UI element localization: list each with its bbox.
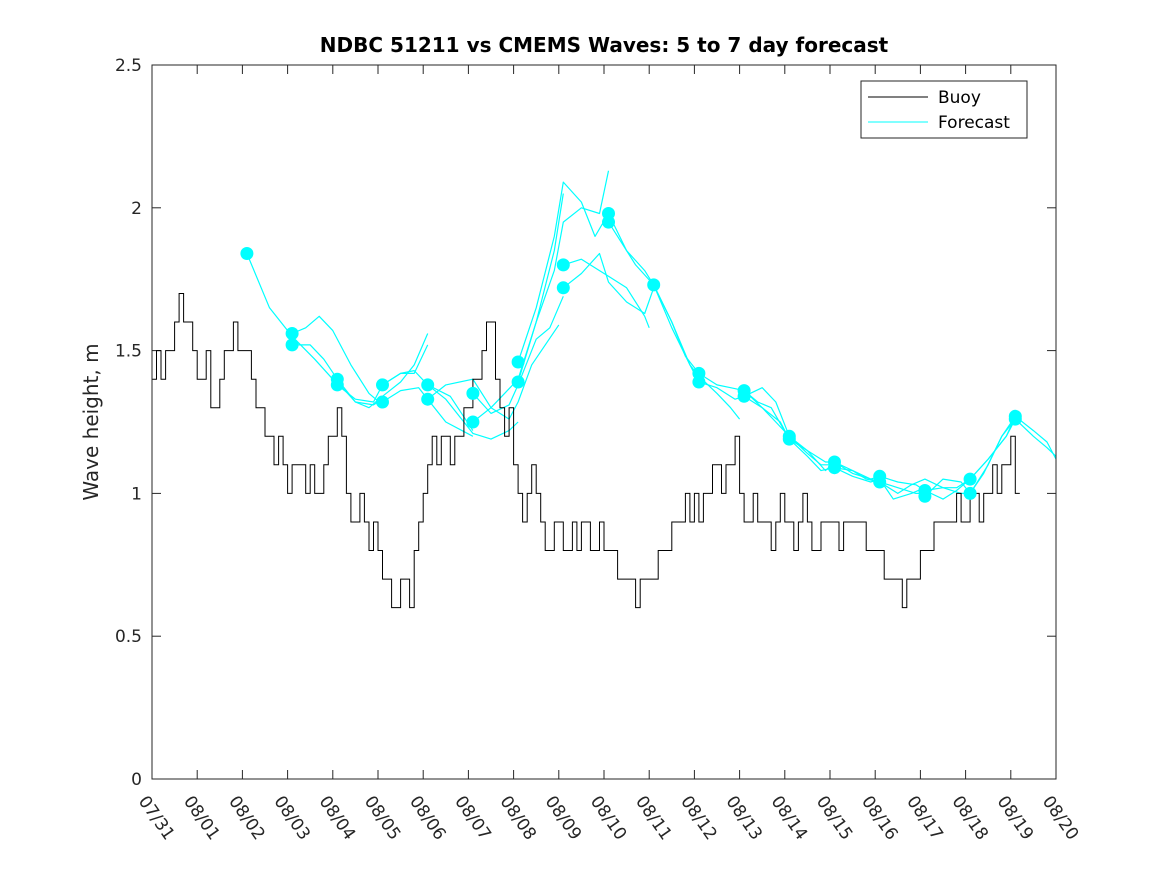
y-tick-label: 0 (131, 770, 142, 790)
forecast-line (382, 387, 474, 437)
forecast-line (382, 370, 474, 431)
legend-box (860, 80, 1028, 139)
forecast-start-marker (963, 486, 977, 500)
forecast-start-marker (330, 378, 344, 392)
y-tick-label: 2.5 (115, 56, 142, 76)
forecast-start-marker (421, 392, 435, 406)
forecast-start-marker (692, 375, 706, 389)
chart-title: NDBC 51211 vs CMEMS Waves: 5 to 7 day fo… (320, 33, 889, 57)
forecast-start-marker (918, 489, 932, 503)
forecast-start-marker (285, 338, 299, 352)
legend-forecast-label: Forecast (938, 113, 1010, 133)
forecast-start-marker (240, 247, 254, 260)
y-axis-label: Wave height, m (79, 343, 103, 500)
forecast-line (427, 324, 560, 420)
forecast-start-marker (511, 355, 525, 369)
y-tick-label: 1.5 (115, 342, 142, 362)
forecast-start-marker (511, 375, 525, 389)
forecast-start-marker (376, 395, 389, 409)
forecast-start-marker (421, 378, 435, 392)
forecast-start-marker (828, 461, 841, 475)
forecast-start-marker (1008, 412, 1022, 426)
forecast-start-marker (376, 378, 389, 392)
buoy-line (152, 293, 1020, 609)
axes-box (151, 64, 1057, 780)
forecast-line (517, 170, 610, 383)
legend: Buoy Forecast (860, 80, 1028, 139)
forecast-line (563, 258, 650, 329)
forecast-start-marker (963, 472, 977, 486)
forecast-start-marker (466, 415, 480, 429)
y-tick-label: 1 (131, 484, 142, 504)
forecast-start-marker (782, 432, 796, 446)
forecast-line (562, 252, 655, 315)
forecast-start-marker (873, 475, 887, 489)
forecast-start-marker (556, 281, 570, 295)
forecast-line (517, 181, 610, 363)
legend-buoy-label: Buoy (938, 88, 981, 108)
plot-area (152, 65, 1056, 779)
forecast-start-marker (647, 278, 661, 292)
forecast-start-marker (737, 389, 751, 403)
forecast-start-marker (556, 258, 570, 272)
forecast-start-marker (285, 327, 299, 340)
y-tick-label: 2 (131, 199, 142, 219)
y-tick-labels: 0 0.5 1 1.5 2 2.5 (115, 56, 142, 790)
forecast-start-marker (466, 386, 480, 400)
forecast-line (291, 315, 383, 406)
forecast-start-marker (602, 215, 615, 229)
y-tick-label: 0.5 (115, 627, 142, 647)
marker-layer (240, 207, 1022, 503)
